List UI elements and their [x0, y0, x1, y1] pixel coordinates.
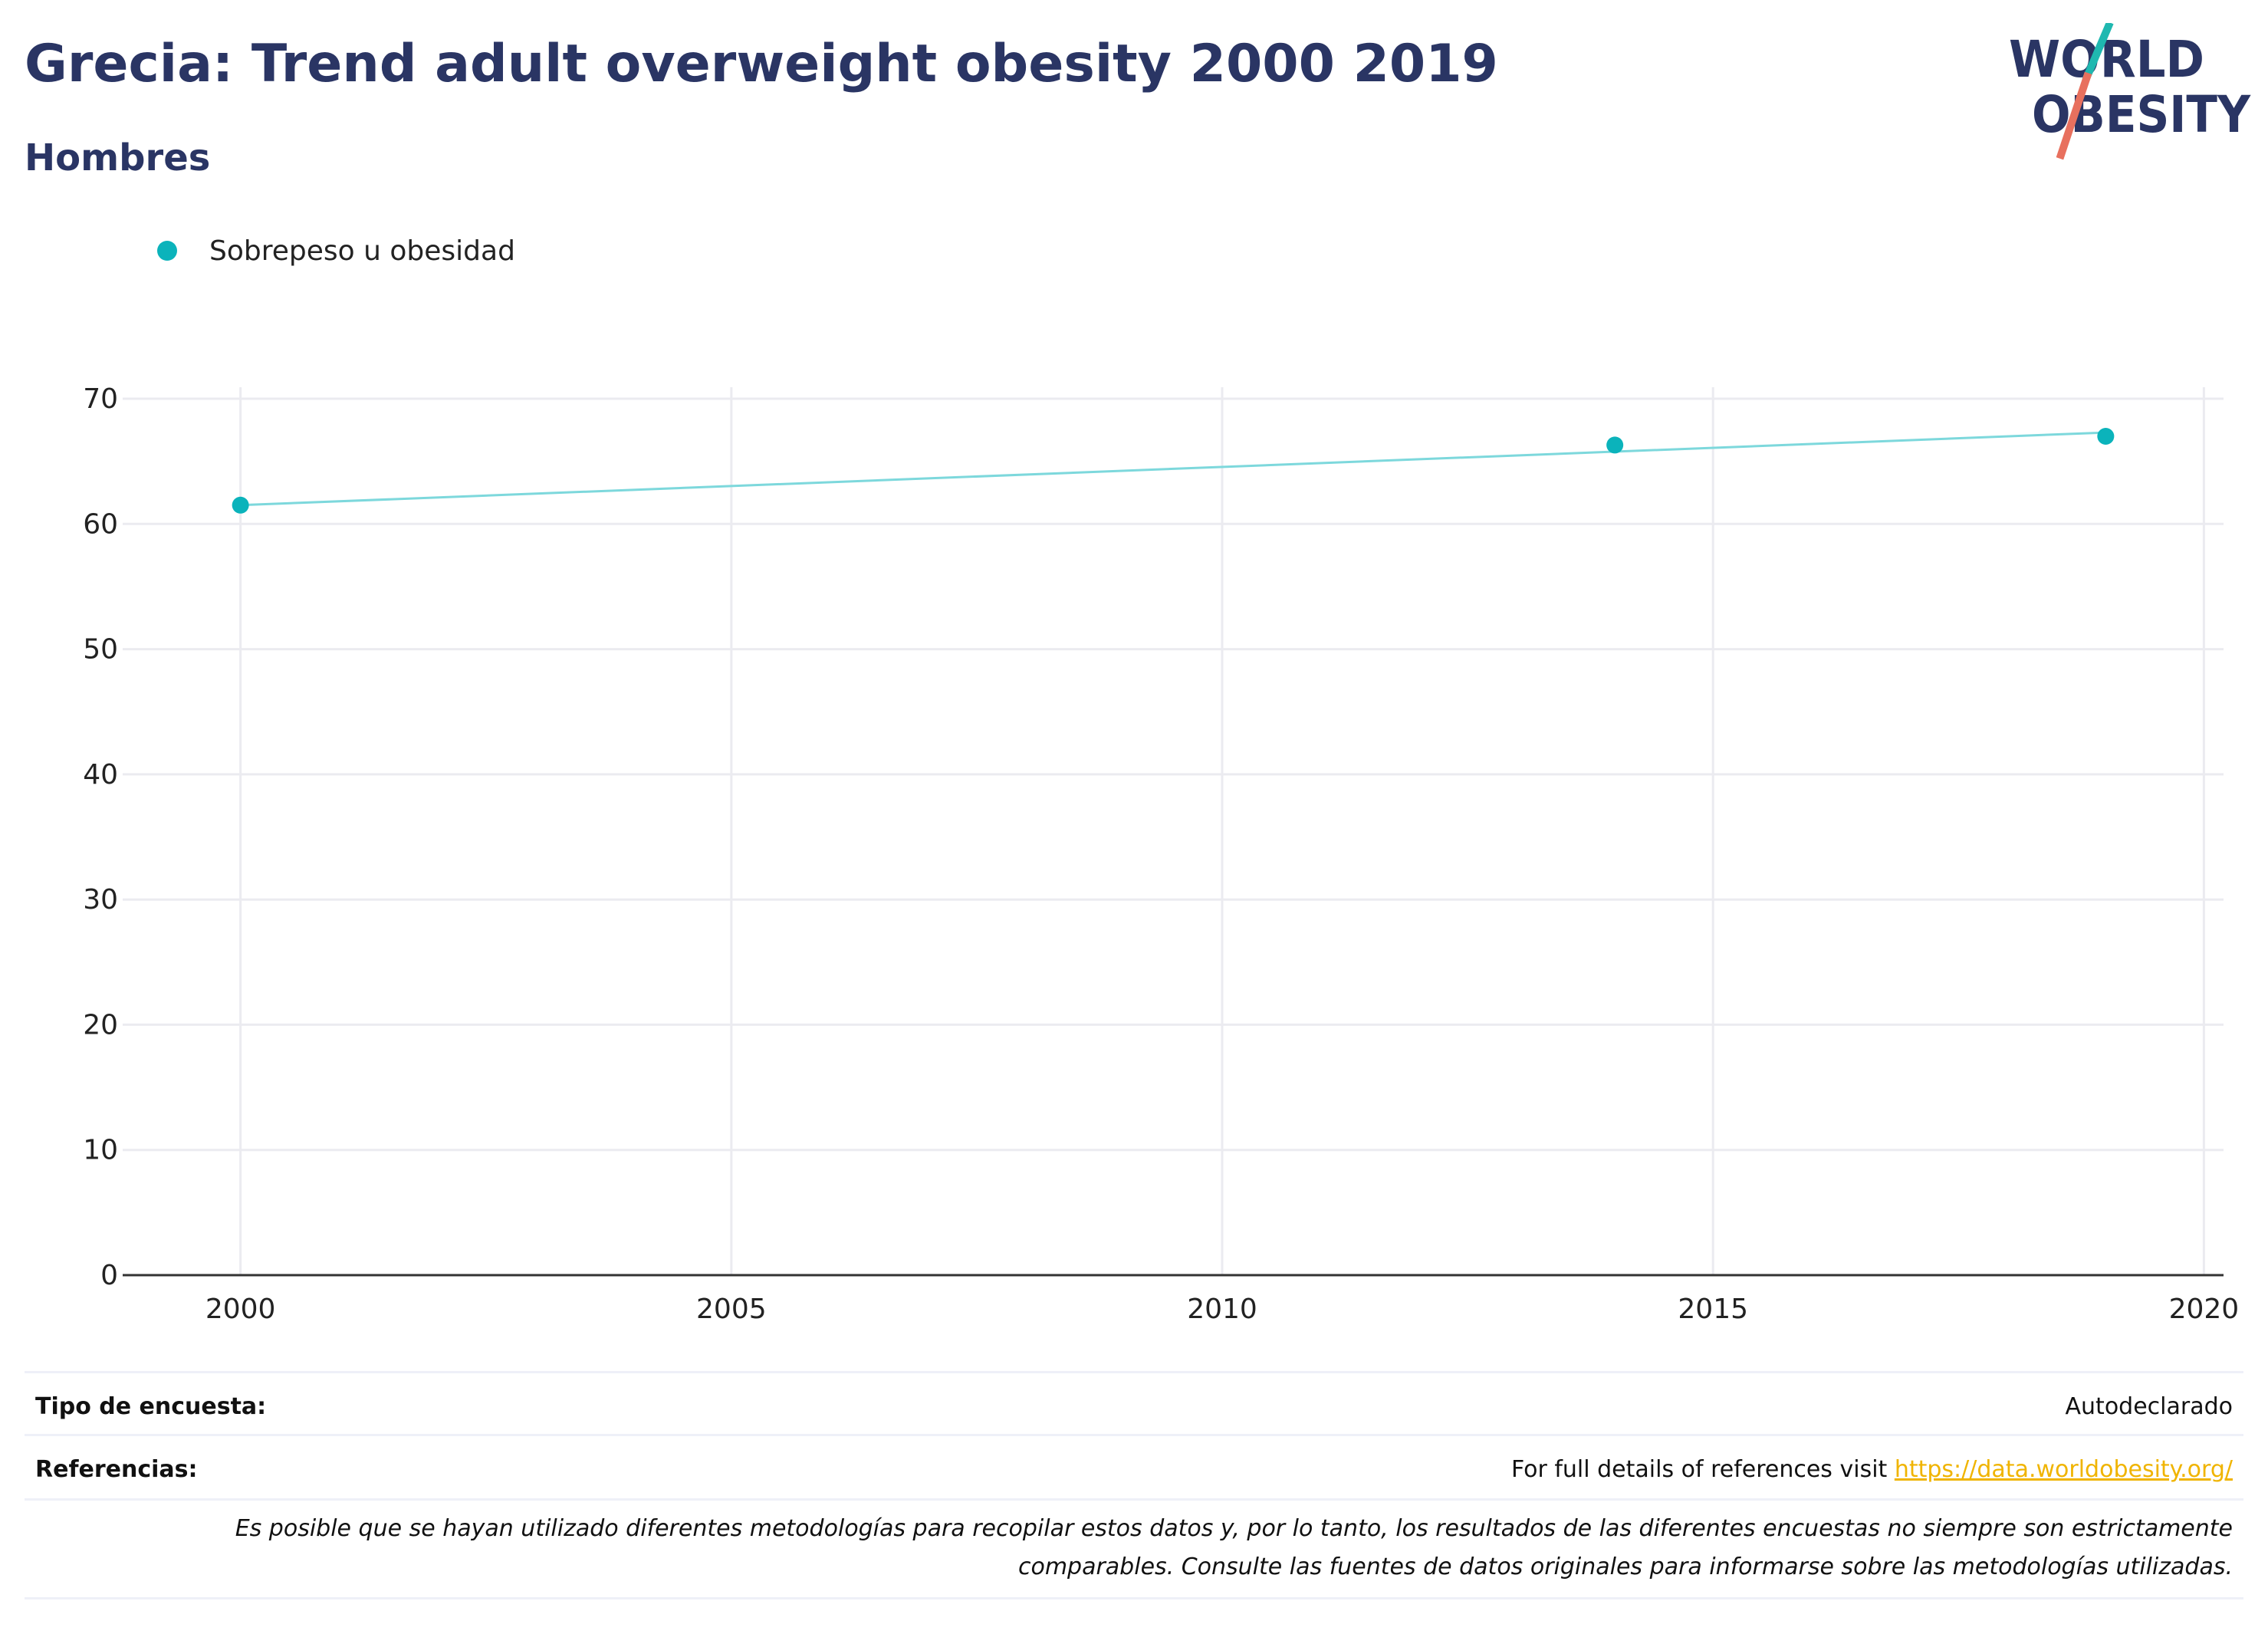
legend-label: Sobrepeso u obesidad	[209, 235, 515, 267]
references-text: For full details of references visit	[1510, 1456, 1895, 1483]
chart-footer: Tipo de encuesta: Autodeclarado Referenc…	[25, 1371, 2243, 1601]
y-tick-label-30: 30	[83, 884, 118, 916]
survey-type-label: Tipo de encuesta:	[35, 1393, 267, 1420]
survey-type-value: Autodeclarado	[2065, 1393, 2233, 1420]
logo-slash-coral	[2056, 71, 2092, 160]
line-chart: 0 10 20 30 40 50 60 70 2000 2005 2010 2015 2020	[83, 383, 2239, 1325]
tick-labels: 0 10 20 30 40 50 60 70 2000 2005 2010 2015 2020	[83, 383, 2239, 1325]
x-tick-label-2005: 2005	[696, 1294, 767, 1325]
methodology-note: Es posible que se hayan utilizado difere…	[40, 1510, 2233, 1586]
y-tick-label-70: 70	[83, 383, 118, 415]
trend-line-0	[240, 431, 2106, 507]
data-point-2014	[1606, 436, 1624, 454]
y-tick-label-0: 0	[100, 1260, 118, 1291]
world-obesity-logo: WORLD OBESITY	[2009, 23, 2251, 160]
legend-marker	[157, 241, 177, 261]
references-label: Referencias:	[35, 1456, 198, 1483]
references-value: For full details of references visit htt…	[1511, 1456, 2233, 1483]
x-tick-label-2000: 2000	[205, 1294, 276, 1325]
chart-legend[interactable]: Sobrepeso u obesidad	[157, 232, 515, 270]
grid-lines	[123, 387, 2224, 1275]
y-tick-label-10: 10	[83, 1135, 118, 1166]
data-point-2019	[2097, 427, 2115, 445]
y-tick-label-20: 20	[83, 1009, 118, 1041]
x-tick-label-2020: 2020	[2169, 1294, 2240, 1325]
footer-row-note: Es posible que se hayan utilizado difere…	[25, 1498, 2243, 1599]
series-layer	[232, 427, 2115, 514]
x-tick-label-2015: 2015	[1678, 1294, 1748, 1325]
y-tick-label-60: 60	[83, 508, 118, 540]
x-tick-label-2010: 2010	[1187, 1294, 1257, 1325]
footer-row-survey: Tipo de encuesta: Autodeclarado	[25, 1371, 2243, 1436]
chart-title: Grecia: Trend adult overweight obesity 2…	[25, 34, 1498, 94]
footer-row-references: Referencias: For full details of referen…	[25, 1434, 2243, 1501]
logo-slash-teal	[2082, 23, 2114, 82]
y-tick-label-40: 40	[83, 759, 118, 791]
chart-subtitle: Hombres	[25, 136, 211, 179]
data-point-2000	[232, 496, 249, 514]
y-tick-label-50: 50	[83, 634, 118, 666]
note-line-2: comparables. Consulte las fuentes de dat…	[1017, 1553, 2233, 1580]
references-link[interactable]: https://data.worldobesity.org/	[1894, 1456, 2233, 1483]
note-line-1: Es posible que se hayan utilizado difere…	[235, 1515, 2233, 1542]
